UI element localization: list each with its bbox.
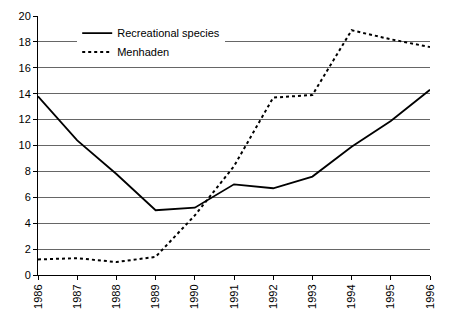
svg-text:18: 18 [19,36,31,48]
svg-text:20: 20 [19,10,31,22]
svg-text:1994: 1994 [345,284,357,308]
svg-text:12: 12 [19,113,31,125]
svg-text:Menhaden: Menhaden [117,46,169,58]
svg-text:1988: 1988 [110,284,122,308]
svg-text:14: 14 [19,88,31,100]
svg-text:10: 10 [19,139,31,151]
svg-text:1987: 1987 [71,284,83,308]
svg-text:1995: 1995 [384,284,396,308]
svg-text:1991: 1991 [228,284,240,308]
svg-text:1990: 1990 [188,284,200,308]
svg-text:6: 6 [25,191,31,203]
svg-text:1993: 1993 [306,284,318,308]
svg-text:1989: 1989 [149,284,161,308]
svg-text:1996: 1996 [424,284,436,308]
svg-text:8: 8 [25,165,31,177]
svg-text:16: 16 [19,62,31,74]
svg-text:4: 4 [25,217,31,229]
svg-text:Recreational species: Recreational species [117,27,220,39]
svg-text:1992: 1992 [267,284,279,308]
svg-text:0: 0 [25,269,31,281]
svg-text:2: 2 [25,243,31,255]
svg-text:1986: 1986 [32,284,44,308]
